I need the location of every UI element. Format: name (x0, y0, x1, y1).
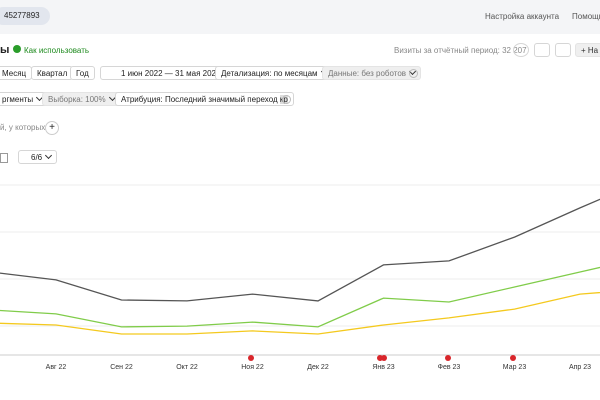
add-dashboard-button[interactable]: + На д (575, 43, 600, 57)
sample-dropdown[interactable]: Выборка: 100% (42, 92, 121, 106)
export-button[interactable] (534, 43, 550, 57)
x-tick-label: Янв 23 (372, 364, 394, 371)
series-line (0, 291, 600, 335)
x-tick-label: Апр 23 (569, 364, 591, 371)
filter-condition: й, у которых (0, 123, 46, 132)
series-toggle[interactable]: 6/6 (18, 150, 58, 164)
grid (0, 184, 600, 356)
visits-total: Визиты за отчётный период: 32 207 (394, 46, 527, 55)
event-marker[interactable] (381, 355, 387, 361)
help-link[interactable]: Помощь (572, 12, 600, 21)
x-tick-label: Авг 22 (46, 364, 67, 371)
counter-pill[interactable]: 45277893 (0, 7, 50, 25)
share-button[interactable] (555, 43, 571, 57)
series-line (0, 198, 600, 302)
event-marker[interactable] (510, 355, 516, 361)
x-tick-label: Окт 22 (176, 364, 198, 371)
report-title: ы (0, 44, 10, 56)
info-icon[interactable] (282, 95, 291, 104)
x-tick-label: Мар 23 (503, 364, 527, 371)
robots-dropdown[interactable]: Данные: без роботов (322, 66, 422, 80)
history-button[interactable] (513, 43, 529, 57)
account-link[interactable]: Настройка аккаунта (485, 12, 560, 21)
check-icon (13, 45, 21, 53)
tab-year[interactable]: Год (70, 66, 95, 80)
add-label: На д (587, 46, 600, 55)
top-bar (0, 0, 600, 34)
series-line (0, 266, 600, 328)
info-icon[interactable] (409, 69, 418, 78)
tab-quarter[interactable]: Квартал (31, 66, 74, 80)
x-tick-label: Дек 22 (307, 364, 329, 371)
how-to-link[interactable]: Как использовать (24, 46, 90, 55)
attribution-label: Атрибуция: Последний значимый переход (121, 95, 278, 104)
events (248, 355, 516, 361)
x-tick-label: Фев 23 (438, 364, 461, 371)
event-marker[interactable] (445, 355, 451, 361)
add-filter-button[interactable]: + (45, 121, 59, 135)
x-tick-label: Сен 22 (110, 364, 133, 371)
x-tick-label: Ноя 22 (241, 364, 264, 371)
table-icon[interactable] (0, 153, 8, 163)
event-marker[interactable] (248, 355, 254, 361)
counter-id: 45277893 (4, 11, 40, 20)
detail-dropdown[interactable]: Детализация: по месяцам (215, 66, 333, 80)
